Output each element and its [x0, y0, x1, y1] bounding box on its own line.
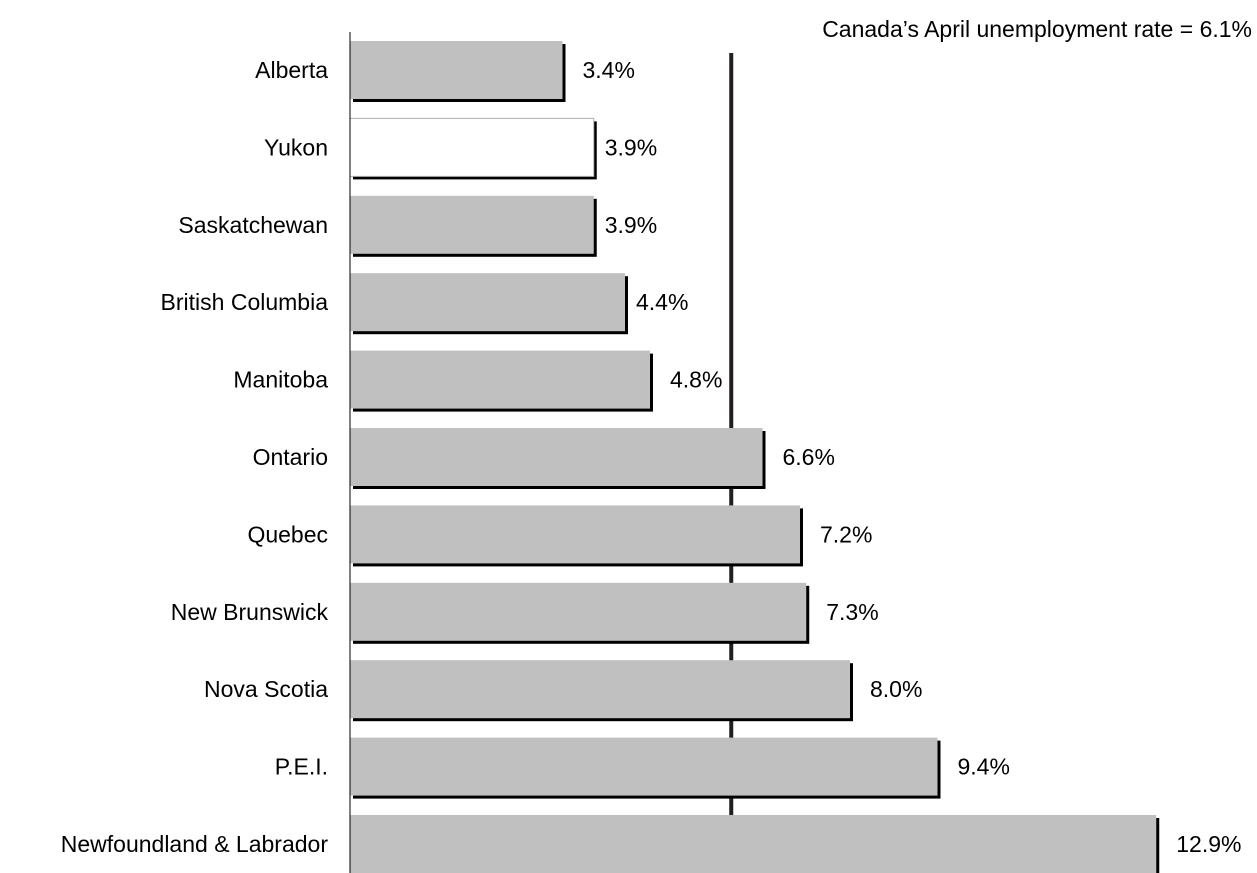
category-label: Quebec [247, 521, 328, 547]
bar-group [350, 428, 766, 489]
category-label: British Columbia [161, 289, 329, 315]
bar [350, 350, 650, 409]
bar-group [350, 582, 810, 644]
value-label: 12.9% [1176, 831, 1241, 857]
bar [349, 117, 595, 177]
value-label: 3.4% [583, 57, 635, 83]
value-label: 7.2% [820, 521, 872, 547]
bar-group [350, 350, 653, 412]
value-label: 4.8% [670, 367, 722, 393]
bar-group [350, 195, 597, 257]
category-label: Alberta [255, 57, 328, 83]
category-label: Ontario [253, 444, 328, 470]
value-label: 3.9% [605, 212, 657, 238]
value-label: 6.6% [783, 444, 835, 470]
bar [350, 41, 563, 99]
bar-group [350, 815, 1160, 873]
value-label: 4.4% [636, 289, 688, 315]
category-label: Saskatchewan [178, 212, 328, 238]
value-label: 9.4% [958, 754, 1010, 780]
bar-group [350, 505, 803, 567]
category-label: New Brunswick [171, 599, 329, 625]
category-label: Nova Scotia [204, 676, 328, 702]
bar [350, 428, 763, 486]
bar [350, 273, 625, 332]
reference-annotation: Canada’s April unemployment rate = 6.1% [822, 16, 1252, 42]
category-label: Newfoundland & Labrador [61, 831, 329, 857]
category-label: P.E.I. [275, 754, 328, 780]
category-label: Yukon [264, 134, 328, 160]
bar-group [350, 273, 628, 335]
bar-group [349, 117, 597, 180]
bar-group [350, 660, 853, 722]
value-label: 7.3% [826, 599, 878, 625]
category-label: Manitoba [233, 367, 328, 393]
value-label: 3.9% [605, 134, 657, 160]
bar [350, 195, 594, 254]
bars-group [349, 41, 1160, 873]
bar-group [350, 41, 566, 102]
bar [350, 660, 850, 719]
bar [350, 505, 800, 564]
bar [350, 582, 807, 641]
bar [350, 815, 1157, 873]
value-label: 8.0% [870, 676, 922, 702]
labels-group: Alberta 3.4% Yukon 3.9% Saskatchewan 3.9% Brit… [61, 57, 1242, 857]
bar [350, 737, 938, 796]
bar-group [350, 737, 941, 799]
